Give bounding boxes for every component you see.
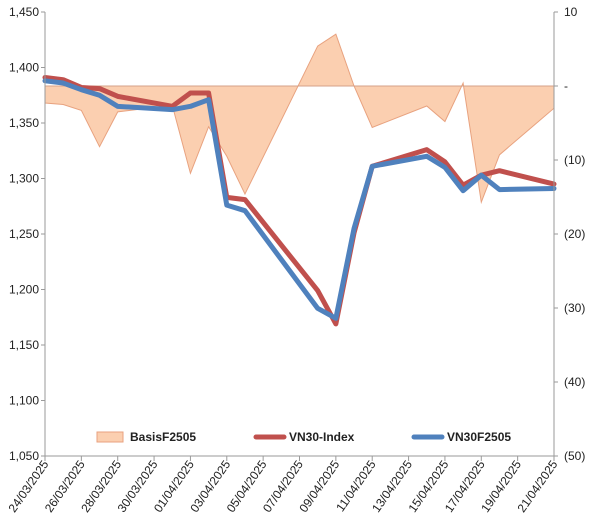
left-tick-label: 1,050: [9, 449, 39, 463]
right-tick-label: (40): [564, 375, 585, 389]
series-lines-layer: [42, 74, 557, 327]
legend-item-basisf2505: BasisF2505: [96, 430, 196, 444]
basis-area-layer: [44, 33, 555, 205]
left-tick-label: 1,300: [9, 172, 39, 186]
left-tick-label: 1,400: [9, 61, 39, 75]
right-tick-label: (10): [564, 153, 585, 167]
legend-item-vn30f2505: VN30F2505: [411, 430, 511, 444]
legend-label: VN30F2505: [447, 430, 511, 444]
left-tick-label: 1,250: [9, 227, 39, 241]
left-tick-label: 1,150: [9, 338, 39, 352]
left-tick-label: 1,450: [9, 5, 39, 19]
legend: BasisF2505 VN30-Index VN30F2505: [96, 430, 511, 444]
line-vn30-index: [42, 74, 557, 327]
left-tick-label: 1,350: [9, 116, 39, 130]
legend-label: VN30-Index: [289, 430, 355, 444]
left-tick-label: 1,100: [9, 394, 39, 408]
line-vn30f2505: [42, 78, 557, 321]
legend-label: BasisF2505: [130, 430, 196, 444]
basis-area: [44, 33, 555, 205]
right-tick-label: (50): [564, 449, 585, 463]
left-tick-label: 1,200: [9, 283, 39, 297]
right-tick-label: (30): [564, 301, 585, 315]
right-tick-label: 10: [564, 5, 578, 19]
right-tick-label: -: [564, 79, 568, 93]
right-tick-label: (20): [564, 227, 585, 241]
legend-swatch: [96, 431, 124, 443]
legend-item-vn30-index: VN30-Index: [253, 430, 355, 444]
